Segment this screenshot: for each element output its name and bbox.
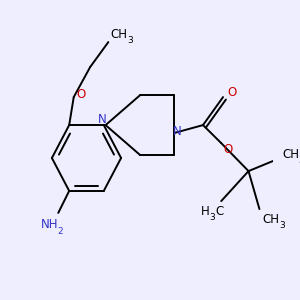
Text: CH: CH <box>111 28 128 40</box>
Text: CH: CH <box>263 213 280 226</box>
Text: O: O <box>76 88 85 100</box>
Text: N: N <box>98 112 106 126</box>
Text: 2: 2 <box>57 227 63 236</box>
Text: N: N <box>173 124 182 138</box>
Text: 3: 3 <box>127 36 133 45</box>
Text: 3: 3 <box>279 220 285 230</box>
Text: 3: 3 <box>298 156 300 165</box>
Text: H: H <box>200 205 209 218</box>
Text: O: O <box>224 142 233 156</box>
Text: CH: CH <box>282 148 299 160</box>
Text: O: O <box>227 85 237 99</box>
Text: C: C <box>215 205 223 218</box>
Text: 3: 3 <box>209 213 215 222</box>
Text: NH: NH <box>40 218 58 231</box>
